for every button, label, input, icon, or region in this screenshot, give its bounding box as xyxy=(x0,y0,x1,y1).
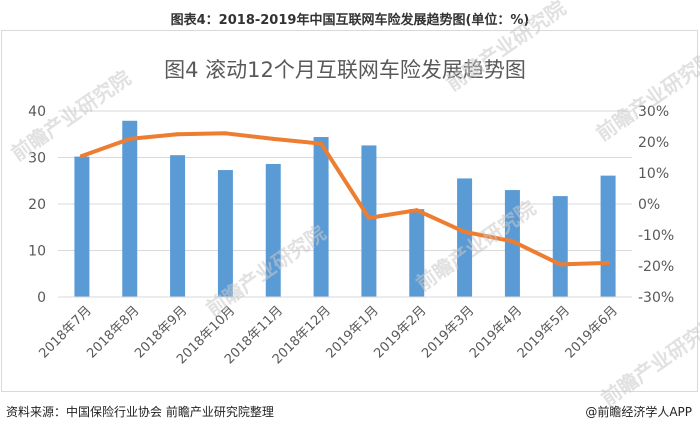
y-right-tick-label: -10% xyxy=(638,228,674,244)
bar xyxy=(409,209,424,297)
bar xyxy=(457,178,472,297)
y-right-tick-label: 30% xyxy=(638,104,669,120)
bar xyxy=(553,196,568,297)
bar xyxy=(74,157,89,297)
chart-container: 图4 滚动12个月互联网车险发展趋势图 0 10 20 30 40 -30% -20% -10%… xyxy=(1,30,698,392)
line-point xyxy=(176,132,180,136)
bar xyxy=(361,145,376,297)
chart-svg: 图4 滚动12个月互联网车险发展趋势图 0 10 20 30 40 -30% -20% -10%… xyxy=(2,31,697,391)
line-point xyxy=(558,262,562,266)
line-point xyxy=(223,131,227,135)
y-left-tick-label: 10 xyxy=(28,244,46,260)
bar xyxy=(170,155,185,297)
chart-title: 图4 滚动12个月互联网车险发展趋势图 xyxy=(164,58,526,82)
line-point xyxy=(271,137,275,141)
source-note: 资料来源：中国保险行业协会 前瞻产业研究院整理 xyxy=(6,403,274,420)
brand-credit: @前瞻经济学人APP xyxy=(585,403,692,420)
line-point xyxy=(606,261,610,265)
bar xyxy=(601,176,616,297)
y-right-tick-label: -20% xyxy=(638,259,674,275)
y-left-tick-label: 30 xyxy=(28,151,46,167)
y-left-tick-label: 0 xyxy=(37,290,46,306)
y-right-tick-label: 20% xyxy=(638,135,669,151)
bar xyxy=(122,121,137,297)
y-left-tick-label: 40 xyxy=(28,104,46,120)
line-point xyxy=(367,216,371,220)
line-point xyxy=(319,142,323,146)
bar xyxy=(314,137,329,297)
line-point xyxy=(128,137,132,141)
line-point xyxy=(80,154,84,158)
line-series xyxy=(82,133,608,264)
x-tick-label: 2019年6月 xyxy=(563,303,621,361)
y-right-tick-label: 0% xyxy=(638,197,660,213)
y-right-tick-label: -30% xyxy=(638,290,674,306)
line-point xyxy=(415,208,419,212)
line-point xyxy=(463,230,467,234)
y-right-tick-label: 10% xyxy=(638,166,669,182)
figure-caption: 图表4：2018-2019年中国互联网车险发展趋势图(单位：%) xyxy=(0,9,700,28)
y-left-tick-label: 20 xyxy=(28,197,46,213)
bar xyxy=(266,164,281,297)
bar xyxy=(218,170,233,297)
line-point xyxy=(510,239,514,243)
